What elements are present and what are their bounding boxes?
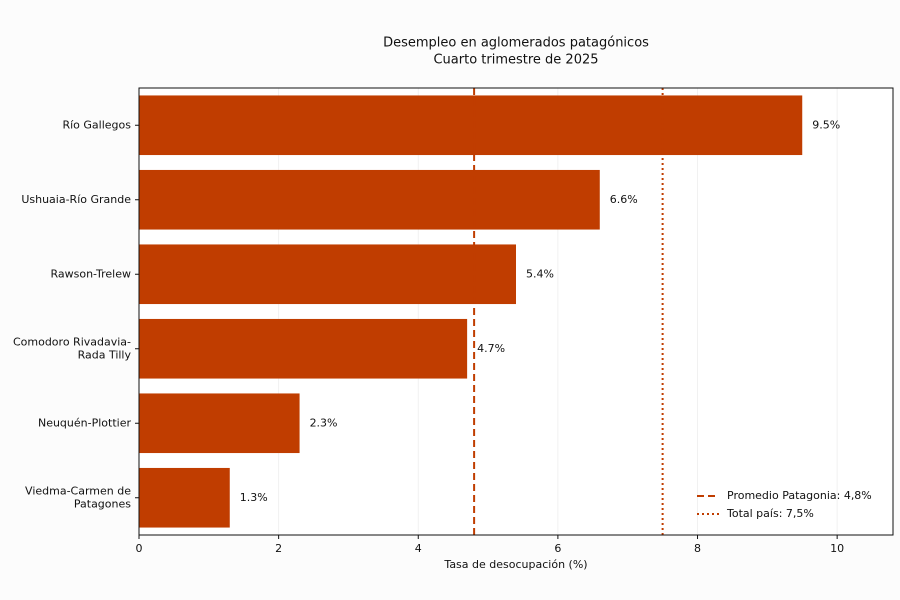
value-label: 6.6% — [610, 193, 638, 206]
value-label: 2.3% — [310, 416, 338, 429]
x-tick-label: 10 — [830, 542, 844, 555]
x-tick-label: 2 — [275, 542, 282, 555]
x-tick-label: 0 — [136, 542, 143, 555]
y-tick-label: Río Gallegos — [62, 118, 131, 131]
chart-title: Desempleo en aglomerados patagónicos — [383, 36, 649, 51]
plot-frame — [138, 87, 894, 536]
value-label: 9.5% — [812, 118, 840, 131]
bar — [139, 318, 468, 379]
bar — [139, 467, 230, 528]
y-tick-label: Viedma-Carmen de Patagones — [25, 484, 131, 510]
y-tick-label: Comodoro Rivadavia-Rada Tilly — [13, 335, 132, 361]
bar — [139, 169, 600, 230]
bar — [139, 95, 803, 156]
y-tick-label: Rawson-Trelew — [50, 267, 131, 280]
value-label: 4.7% — [477, 342, 505, 355]
legend-label: Promedio Patagonia: 4,8% — [727, 489, 872, 502]
chart-subtitle: Cuarto trimestre de 2025 — [433, 53, 598, 68]
plot-area — [139, 88, 893, 535]
bar — [139, 244, 516, 305]
x-tick-label: 4 — [415, 542, 422, 555]
bar — [139, 393, 300, 454]
x-tick-label: 8 — [694, 542, 701, 555]
legend-label: Total país: 7,5% — [726, 507, 814, 520]
value-label: 1.3% — [240, 491, 268, 504]
y-tick-label: Ushuaia-Río Grande — [21, 193, 131, 206]
x-axis-label: Tasa de desocupación (%) — [443, 558, 587, 571]
y-tick-label: Neuquén-Plottier — [38, 416, 131, 429]
value-label: 5.4% — [526, 267, 554, 280]
x-tick-label: 6 — [554, 542, 561, 555]
